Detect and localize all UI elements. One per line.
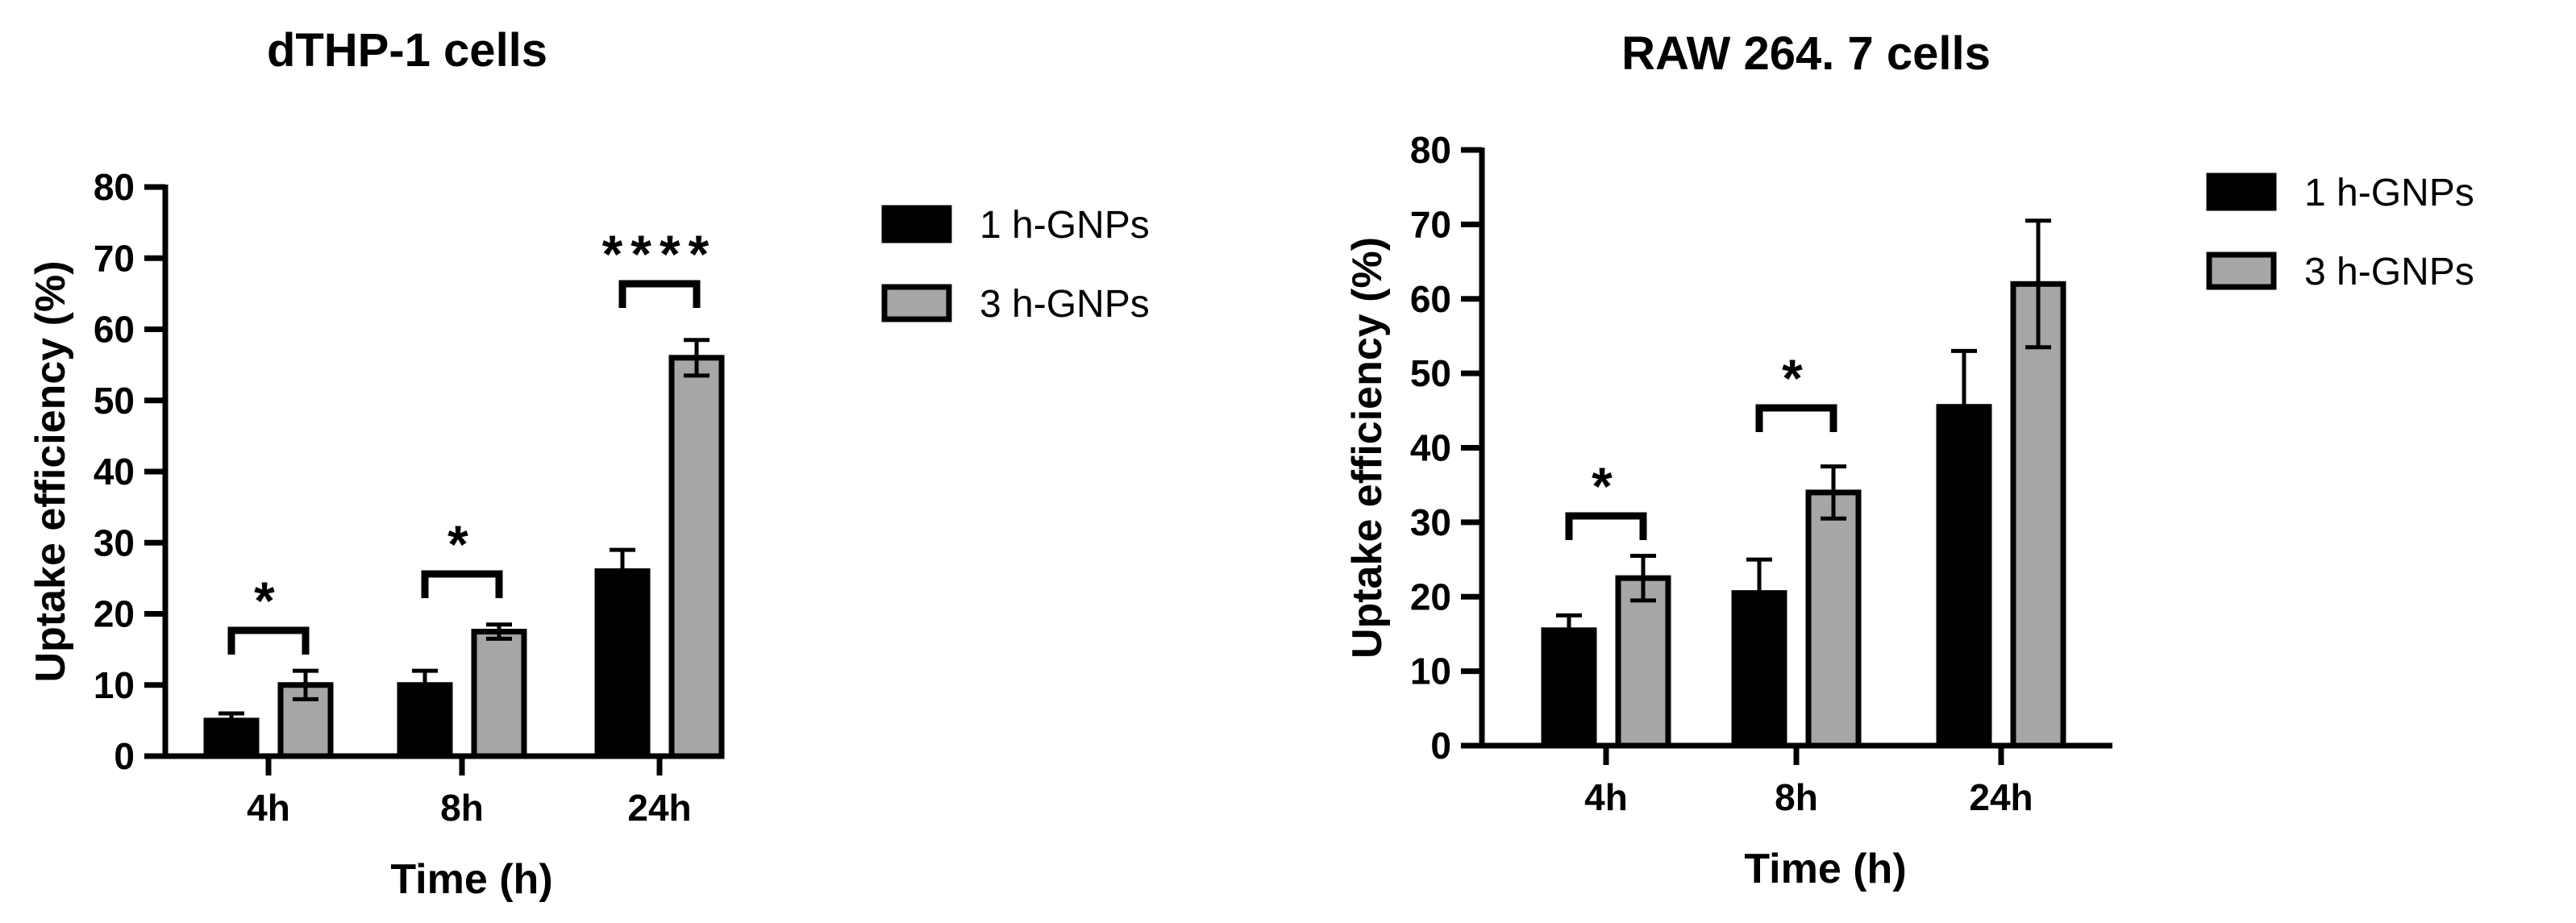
legend-label: 1 h-GNPs <box>980 204 1150 247</box>
significance-label: **** <box>602 224 718 284</box>
y-tick-label: 40 <box>94 451 135 493</box>
legend-label: 3 h-GNPs <box>980 283 1150 326</box>
significance-bracket <box>1565 512 1647 540</box>
y-tick-label: 50 <box>1410 352 1451 394</box>
x-tick-label: 24h <box>1969 776 2033 818</box>
bar-3h <box>471 629 527 759</box>
y-tick-label: 70 <box>94 237 135 279</box>
y-tick-label: 30 <box>1410 501 1451 543</box>
x-tick-label: 8h <box>1775 776 1818 818</box>
significance-bracket <box>618 280 701 308</box>
significance-bracket <box>421 570 503 598</box>
legend-label: 3 h-GNPs <box>2304 251 2474 293</box>
y-tick-label: 0 <box>114 735 135 777</box>
y-tick-label: 70 <box>1410 203 1451 245</box>
chart-title: RAW 264. 7 cells <box>1621 27 1991 80</box>
significance-label: * <box>254 571 283 630</box>
legend-label: 1 h-GNPs <box>2304 172 2474 214</box>
y-tick-label: 80 <box>94 166 135 208</box>
chart-dthp1: dTHP-1 cells 0 10 20 30 40 50 60 70 80 Uptake effi… <box>27 24 1150 903</box>
y-tick-label: 80 <box>1410 129 1451 171</box>
y-tick-label: 10 <box>1410 651 1451 692</box>
y-tick-label: 50 <box>94 380 135 422</box>
chart-raw264: RAW 264. 7 cells 0 10 20 30 40 50 60 70 80 Uptake … <box>1344 27 2474 892</box>
bar-1h <box>594 568 651 759</box>
y-tick-label: 10 <box>94 664 135 706</box>
bar-1h <box>1541 627 1597 749</box>
x-axis-label: Time (h) <box>390 856 552 903</box>
y-tick-label: 20 <box>1410 576 1451 617</box>
bar-3h <box>2010 281 2066 749</box>
y-tick-label: 60 <box>1410 278 1451 320</box>
legend-swatch <box>2206 252 2277 290</box>
significance-label: * <box>1592 456 1621 516</box>
x-tick-label: 24h <box>627 787 691 829</box>
legend-swatch <box>881 284 952 322</box>
legend-swatch <box>881 205 952 243</box>
bar-3h <box>1615 575 1671 749</box>
significance-label: * <box>1782 348 1811 408</box>
y-axis-label: Uptake efficiency (%) <box>27 260 74 682</box>
y-tick-label: 40 <box>1410 427 1451 469</box>
y-tick-label: 30 <box>94 522 135 563</box>
x-tick-label: 4h <box>1584 776 1628 818</box>
x-tick-label: 4h <box>247 787 290 829</box>
x-tick-label: 8h <box>440 787 484 829</box>
y-tick-label: 0 <box>1430 725 1451 767</box>
significance-label: * <box>447 514 476 574</box>
bar-3h <box>668 355 725 759</box>
x-axis-label: Time (h) <box>1744 846 1906 892</box>
significance-bracket <box>227 626 310 655</box>
y-tick-label: 60 <box>94 309 135 351</box>
significance-bracket <box>1755 404 1837 432</box>
bar-3h <box>1805 489 1862 749</box>
legend-swatch <box>2206 173 2277 211</box>
chart-title: dTHP-1 cells <box>267 24 547 77</box>
y-tick-label: 20 <box>94 593 135 635</box>
y-axis-label: Uptake efficiency (%) <box>1344 237 1391 659</box>
